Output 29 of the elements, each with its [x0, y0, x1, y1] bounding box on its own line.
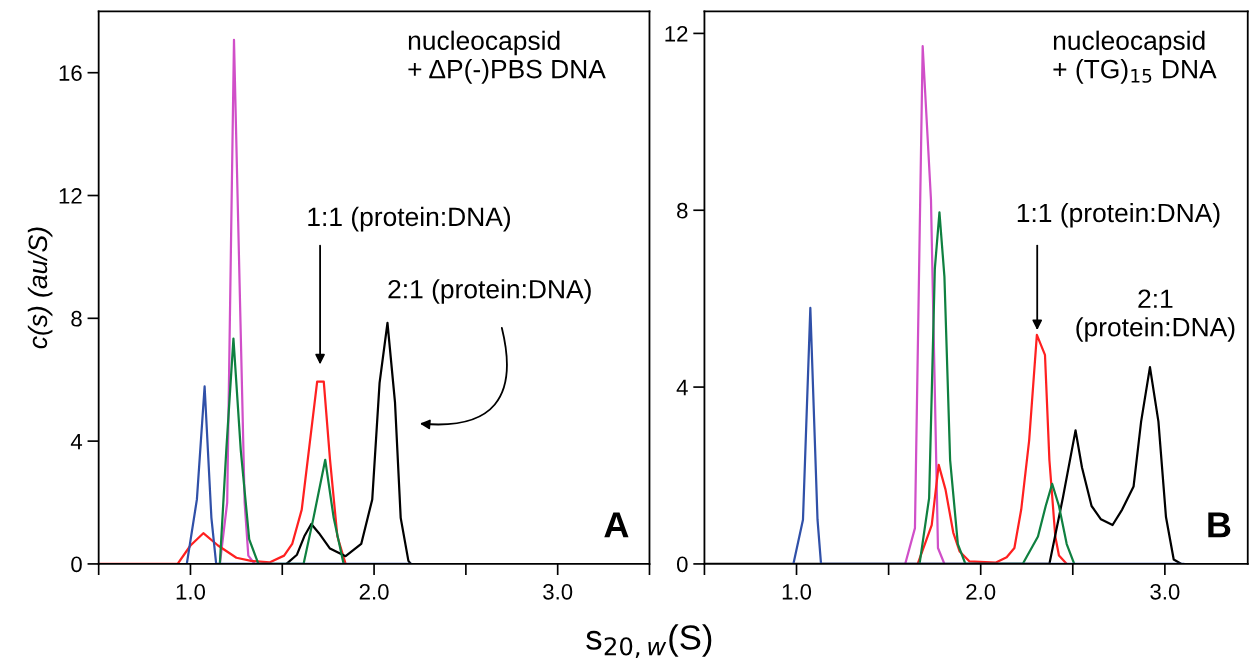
x-tick-label: 1.0: [782, 583, 812, 600]
y-axis-title: c(s) (au/S): [27, 227, 53, 349]
annotation: 1:1 (protein:DNA): [1017, 202, 1220, 228]
annotation: B: [1208, 512, 1231, 538]
annotation: nucleocapsid + (TG)$_{15}$ DNA: [1053, 30, 1217, 84]
y-tick-label: 4: [676, 379, 688, 396]
annotation: 2:1 (protein:DNA): [388, 279, 591, 304]
x-axis-title: s$_{20,w}$(S): [586, 624, 712, 659]
y-tick-label: 0: [676, 556, 688, 573]
annotation: 2:1 (protein:DNA): [1076, 289, 1235, 342]
line-series: [916, 333, 1068, 564]
y-tick-label: 0: [71, 556, 82, 573]
x-tick-label: 3.0: [543, 583, 573, 600]
line-series: [904, 45, 946, 564]
annotation: A: [604, 512, 629, 538]
y-tick-label: 12: [665, 25, 688, 42]
annotation: nucleocapsid + ΔP(-)PBS DNA: [408, 30, 606, 84]
x-tick-label: 3.0: [1150, 583, 1180, 600]
y-tick-label: 8: [677, 202, 688, 219]
y-tick-label: 12: [59, 188, 82, 204]
x-tick-label: 2.0: [966, 583, 996, 600]
line-series: [218, 38, 256, 564]
y-tick-label: 4: [70, 433, 83, 450]
x-tick-label: 1.0: [176, 583, 206, 600]
annotation: 1:1 (protein:DNA): [308, 206, 511, 232]
y-tick-label: 8: [71, 310, 82, 327]
x-tick-label: 2.0: [359, 583, 389, 600]
line-series: [218, 337, 345, 564]
y-tick-label: 16: [59, 65, 82, 81]
